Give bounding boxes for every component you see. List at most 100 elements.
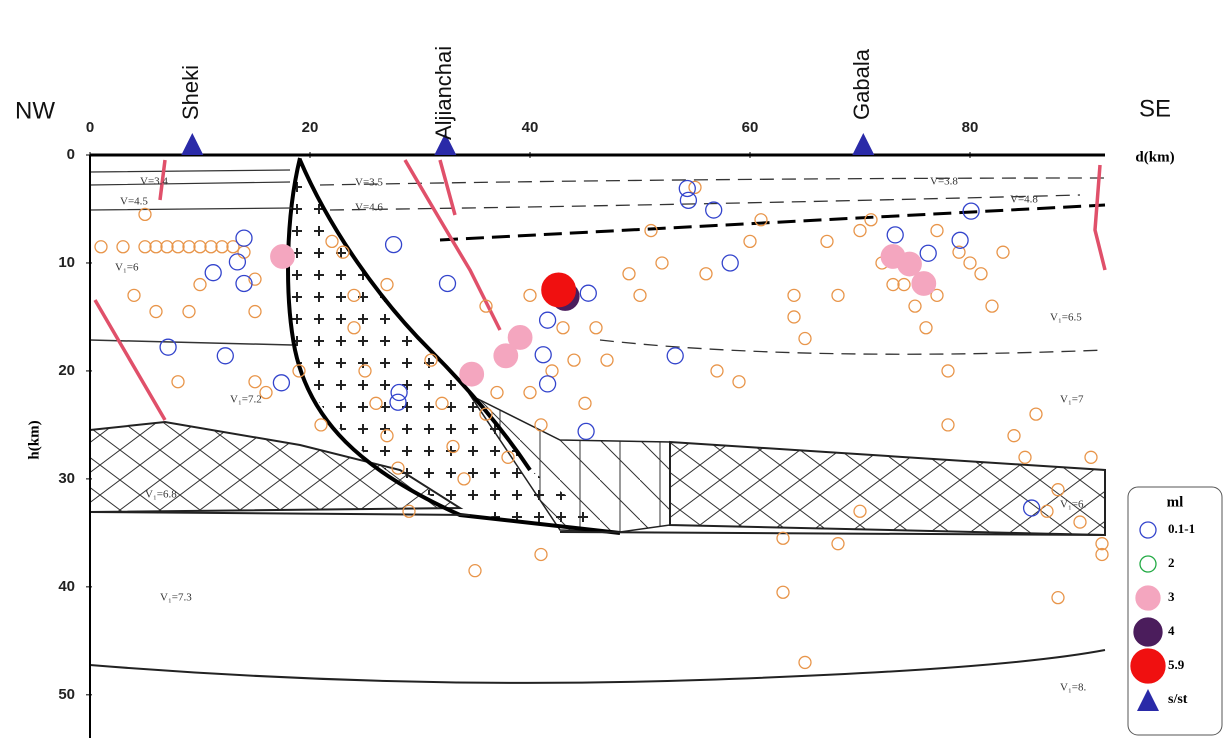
point xyxy=(172,376,184,388)
y-tick-label: 0 xyxy=(67,146,75,163)
point xyxy=(590,322,602,334)
point xyxy=(508,325,532,349)
point xyxy=(964,257,976,269)
point xyxy=(271,244,295,268)
point xyxy=(645,225,657,237)
point xyxy=(273,375,289,391)
point xyxy=(139,208,151,220)
annotation: V=4.6 xyxy=(355,202,383,214)
point xyxy=(788,311,800,323)
point xyxy=(535,347,551,363)
point xyxy=(912,271,936,295)
annotation: V=3.5 xyxy=(355,177,383,189)
point xyxy=(706,202,722,218)
point xyxy=(386,237,402,253)
annotation: V₁=7 xyxy=(1060,394,1084,406)
point xyxy=(557,322,569,334)
point xyxy=(139,241,151,253)
point xyxy=(898,279,910,291)
point xyxy=(205,265,221,281)
point xyxy=(578,423,594,439)
station xyxy=(181,133,203,155)
point xyxy=(205,241,217,253)
point xyxy=(194,241,206,253)
point xyxy=(546,365,558,377)
point xyxy=(1085,451,1097,463)
legend-marker xyxy=(1136,586,1160,610)
point xyxy=(117,241,129,253)
y-tick-label: 20 xyxy=(58,362,75,379)
x-tick-label: 60 xyxy=(742,119,759,136)
point xyxy=(821,235,833,247)
legend-title: ml xyxy=(1167,494,1184,510)
point xyxy=(1008,430,1020,442)
station xyxy=(852,133,874,155)
point xyxy=(229,254,245,270)
x-tick-label: 20 xyxy=(302,119,319,136)
point xyxy=(194,279,206,291)
x-tick-label: 0 xyxy=(86,119,94,136)
annotation: V₁=6.5 xyxy=(1050,312,1082,324)
point xyxy=(942,419,954,431)
left-label: NW xyxy=(15,97,55,124)
point xyxy=(249,306,261,318)
point xyxy=(920,322,932,334)
point xyxy=(580,285,596,301)
legend-label: 4 xyxy=(1168,623,1175,638)
point xyxy=(491,387,503,399)
point xyxy=(711,365,723,377)
point xyxy=(315,419,327,431)
point xyxy=(601,354,613,366)
point xyxy=(700,268,712,280)
point xyxy=(542,273,576,307)
point xyxy=(1030,408,1042,420)
point xyxy=(986,300,998,312)
station-label: Gabala xyxy=(849,48,874,120)
annotation: V₁=7.3 xyxy=(160,592,192,604)
point xyxy=(722,255,738,271)
point xyxy=(799,333,811,345)
legend-label: 2 xyxy=(1168,555,1175,570)
point xyxy=(150,241,162,253)
legend-marker xyxy=(1131,649,1165,683)
annotation: V₁=7.2 xyxy=(230,394,262,406)
point xyxy=(898,252,922,276)
point xyxy=(568,354,580,366)
point xyxy=(832,289,844,301)
point xyxy=(744,235,756,247)
y-tick-label: 40 xyxy=(58,578,75,595)
point xyxy=(656,257,668,269)
point xyxy=(381,279,393,291)
legend-label: 5.9 xyxy=(1168,657,1185,672)
right-label: SE xyxy=(1139,95,1171,122)
annotation: V₁=6 xyxy=(115,262,139,274)
annotation: V₁=8. xyxy=(1060,682,1086,694)
point xyxy=(887,279,899,291)
y-tick-label: 50 xyxy=(58,686,75,703)
legend-label: 0.1-1 xyxy=(1168,521,1195,536)
point xyxy=(832,538,844,550)
legend-marker xyxy=(1134,618,1162,646)
point xyxy=(733,376,745,388)
point xyxy=(777,586,789,598)
point xyxy=(524,289,536,301)
x-tick-label: 80 xyxy=(962,119,979,136)
point xyxy=(634,289,646,301)
point xyxy=(469,565,481,577)
point xyxy=(680,192,696,208)
chart: NW SE d(km) h(km) ml 0204060800102030405… xyxy=(0,0,1228,738)
point xyxy=(1019,451,1031,463)
annotation: V=3.8 xyxy=(930,176,958,188)
legend-label: s/st xyxy=(1168,692,1188,707)
point xyxy=(887,227,903,243)
point xyxy=(183,306,195,318)
point xyxy=(975,268,987,280)
annotation: V=4.8 xyxy=(1010,194,1038,206)
point xyxy=(920,245,936,261)
annotation: V₁=6. xyxy=(1060,499,1086,511)
point xyxy=(128,289,140,301)
point xyxy=(540,376,556,392)
point xyxy=(1052,592,1064,604)
point xyxy=(931,225,943,237)
point xyxy=(236,275,252,291)
